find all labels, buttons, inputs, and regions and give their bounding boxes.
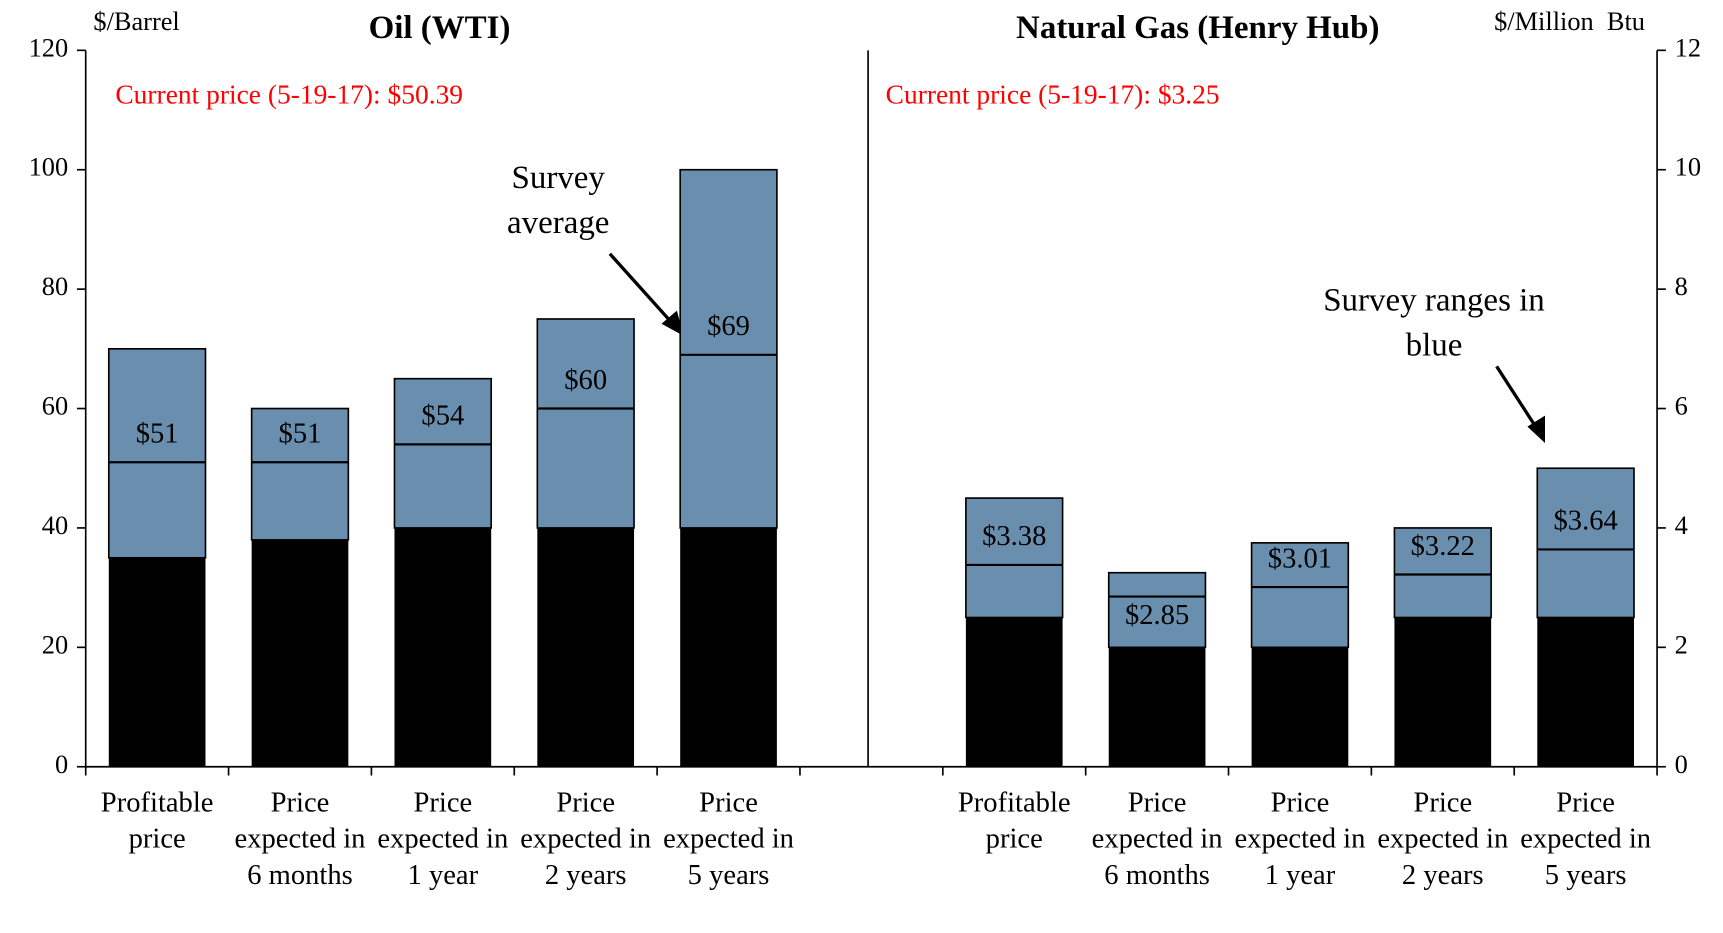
low-bar: [251, 539, 349, 767]
x-tick-label-box: Price expected in 5 years: [663, 786, 794, 891]
x-tick-label-box: Price expected in 2 years: [1377, 786, 1509, 891]
y-tick-label: 0: [1675, 750, 1688, 779]
y-tick-label: 120: [29, 33, 69, 62]
arrow: [1495, 365, 1540, 432]
range-bar: [393, 377, 493, 529]
x-tick-label-box: Price expected in 5 years: [1520, 786, 1652, 891]
x-tick-label: Profitable price: [100, 786, 214, 855]
range-bar: [1393, 527, 1492, 619]
x-tick-label-box: Price expected in 6 months: [234, 786, 366, 891]
x-tick-label: Price expected in 5 years: [1520, 786, 1652, 891]
x-tick-label-box: Profitable price: [957, 786, 1071, 855]
chart-title: Oil (WTI): [369, 10, 511, 46]
range-bar: [250, 407, 350, 541]
low-bar: [108, 557, 206, 767]
value-label: $69: [707, 311, 750, 342]
x-tick-label-box: Profitable price: [100, 786, 214, 855]
y-tick-label: 8: [1675, 272, 1688, 301]
y-tick-label: 0: [55, 750, 68, 779]
low-bar: [680, 527, 777, 767]
arrow: [608, 252, 676, 328]
low-bar: [1537, 617, 1634, 767]
x-tick-label-box: Price expected in 2 years: [520, 786, 652, 891]
low-bar: [537, 527, 635, 767]
value-label: $3.01: [1268, 543, 1332, 574]
range-bar: [536, 318, 635, 529]
y-tick-label: 12: [1675, 33, 1701, 62]
value-label: $2.85: [1125, 600, 1189, 631]
range-bar: [679, 168, 778, 529]
x-tick-label: Price expected in 5 years: [663, 786, 794, 891]
x-tick-label: Price expected in 6 months: [234, 786, 366, 891]
x-tick-label: Price expected in 2 years: [520, 786, 652, 891]
current-price-note: Current price (5-19-17): $3.25: [886, 80, 1220, 110]
x-tick-label-box: Price expected in 1 year: [1234, 786, 1366, 891]
y-tick-label: 100: [29, 153, 69, 182]
y-axis-label: $/Barrel: [93, 7, 179, 36]
low-bar: [1108, 647, 1206, 767]
value-label: $60: [564, 365, 607, 396]
arrow-head: [661, 310, 684, 336]
range-bar: [1107, 571, 1207, 649]
x-tick-label: Price expected in 2 years: [1377, 786, 1509, 891]
low-bar: [965, 617, 1063, 767]
current-price-note: Current price (5-19-17): $50.39: [115, 80, 463, 110]
low-bar: [1394, 617, 1492, 767]
y-tick-label: 6: [1675, 392, 1688, 421]
range-bar: [1536, 467, 1635, 619]
value-label: $3.38: [982, 521, 1046, 552]
range-bar: [107, 348, 207, 559]
x-tick-label-box: Price expected in 1 year: [377, 786, 509, 891]
x-tick-label: Profitable price: [957, 786, 1071, 855]
chart-title: Natural Gas (Henry Hub): [1016, 10, 1379, 46]
x-tick-label: Price expected in 6 months: [1091, 786, 1223, 891]
annotation: Survey ranges in blue: [1323, 282, 1545, 364]
value-label: $51: [279, 419, 322, 450]
x-tick-label-box: Price expected in 6 months: [1091, 786, 1223, 891]
annotation-box: Survey average: [506, 159, 610, 241]
value-label: $51: [136, 419, 179, 450]
y-tick-label: 4: [1675, 511, 1688, 540]
x-tick-label: Price expected in 1 year: [377, 786, 509, 891]
y-tick-label: 2: [1675, 630, 1688, 659]
annotation-box: Survey ranges in blue: [1323, 282, 1545, 364]
value-label: $54: [421, 401, 464, 432]
y-tick-label: 80: [42, 272, 68, 301]
y-tick-label: 60: [42, 392, 68, 421]
value-label: $3.64: [1554, 506, 1618, 537]
y-tick-label: 40: [42, 511, 68, 540]
y-tick-label: 20: [42, 630, 68, 659]
x-tick-label: Price expected in 1 year: [1234, 786, 1366, 891]
range-bar: [965, 497, 1064, 619]
low-bar: [1251, 647, 1349, 767]
arrow-head: [1527, 415, 1545, 443]
low-bar: [394, 527, 492, 767]
value-label: $3.22: [1411, 531, 1475, 562]
y-tick-label: 10: [1675, 153, 1701, 182]
range-bar: [1250, 542, 1350, 649]
y2-axis-label: $/Million Btu: [1494, 7, 1645, 36]
annotation: Survey average: [506, 159, 610, 241]
